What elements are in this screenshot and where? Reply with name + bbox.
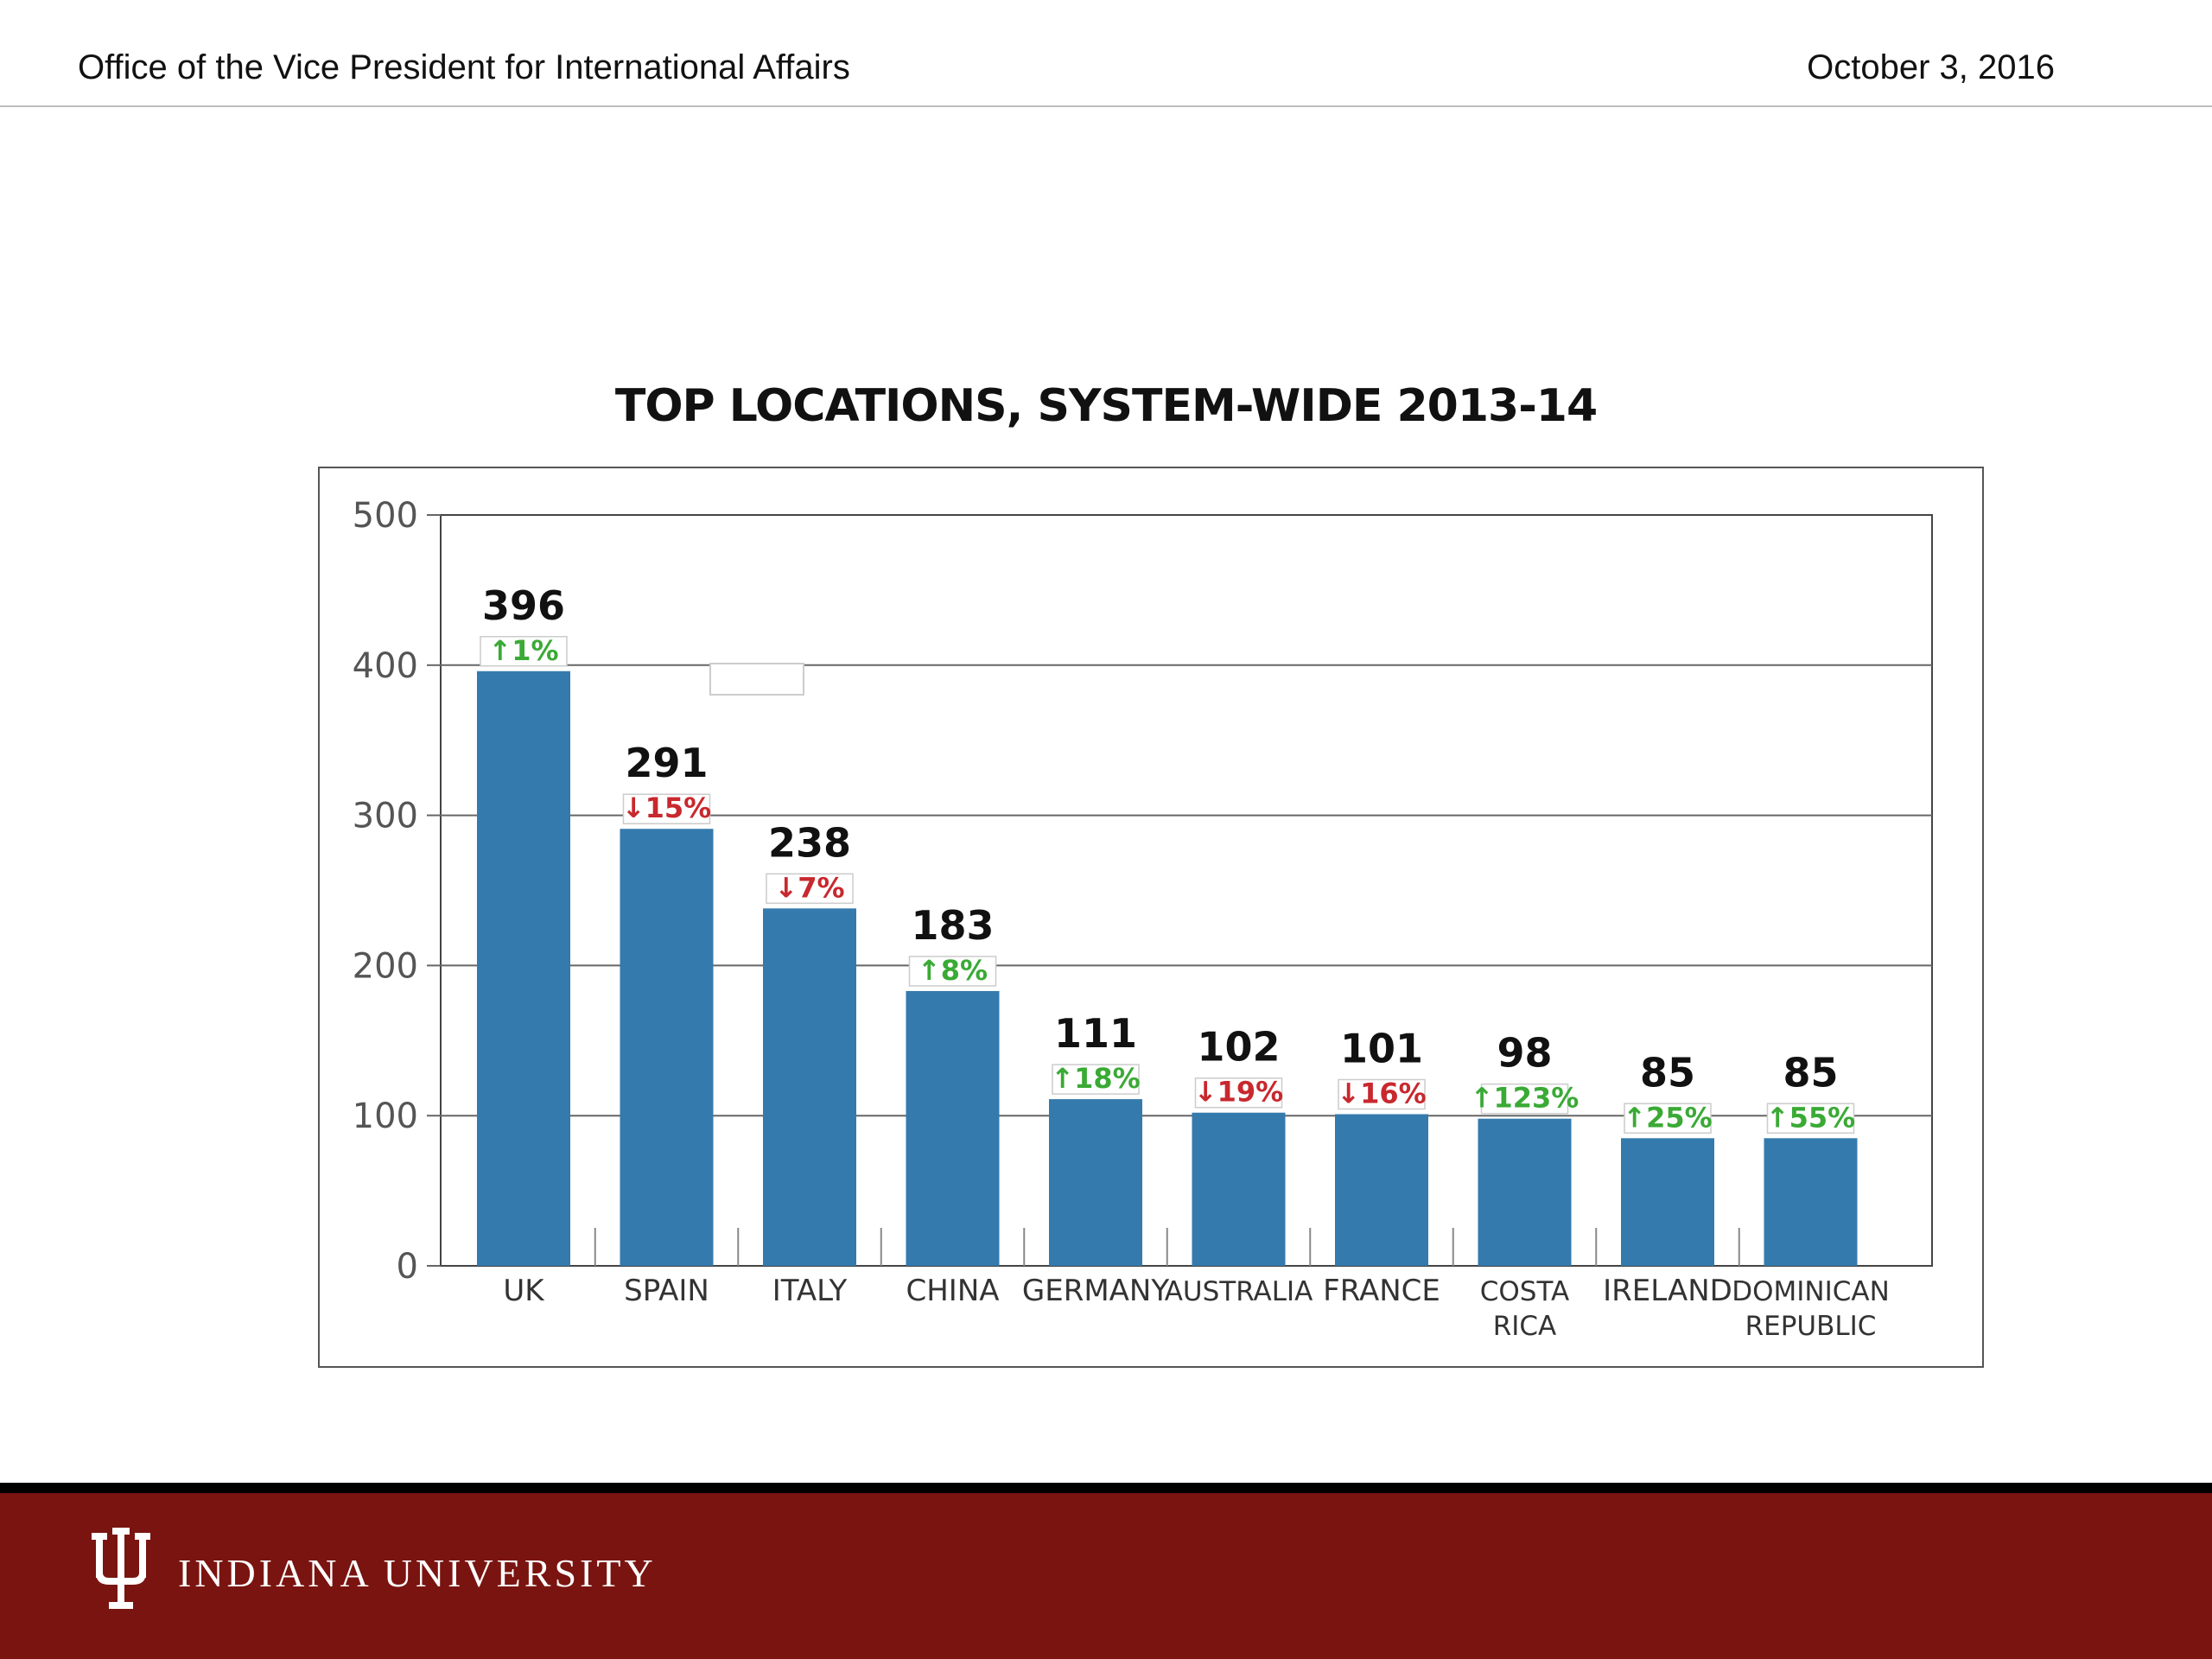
x-tick-label: GERMANY <box>1022 1274 1169 1308</box>
x-tick-label: REPUBLIC <box>1745 1311 1877 1342</box>
change-badge <box>1052 1064 1140 1095</box>
change-badge <box>1766 1103 1855 1135</box>
bar-value-label: 183 <box>911 902 994 949</box>
x-tick-label: SPAIN <box>624 1274 709 1308</box>
empty-label-box <box>709 663 804 696</box>
change-badge <box>766 873 854 905</box>
change-badge <box>1480 1083 1569 1115</box>
change-label: ↓15% <box>622 791 711 824</box>
x-tick-label: IRELAND <box>1603 1274 1732 1308</box>
header-office-title: Office of the Vice President for Interna… <box>78 48 850 86</box>
y-tick-label: 400 <box>353 646 418 686</box>
change-label: ↑123% <box>1471 1082 1580 1115</box>
bar-value-label: 291 <box>625 740 708 786</box>
change-label: ↓7% <box>774 871 844 904</box>
bar-value-label: 85 <box>1640 1049 1695 1096</box>
bar-value-label: 98 <box>1497 1030 1552 1077</box>
change-badge <box>1338 1078 1426 1110</box>
change-label: ↑8% <box>918 954 988 987</box>
bar-value-label: 396 <box>482 582 565 629</box>
bar-value-label: 238 <box>768 819 851 866</box>
x-tick-label: RICA <box>1493 1311 1557 1342</box>
x-tick-label: ITALY <box>772 1274 848 1308</box>
bar <box>1049 1099 1142 1266</box>
change-badge <box>1624 1103 1712 1135</box>
header-divider <box>0 105 2212 107</box>
bar <box>1621 1138 1714 1266</box>
change-badge <box>1194 1077 1283 1109</box>
x-tick-label: DOMINICAN <box>1732 1276 1890 1307</box>
iu-trident-logo-icon <box>92 1528 150 1609</box>
chart-title: TOP LOCATIONS, SYSTEM-WIDE 2013-14 <box>614 380 1598 432</box>
plot-area-border <box>440 514 1933 1267</box>
bar <box>620 829 714 1266</box>
y-tick-label: 200 <box>353 946 418 986</box>
change-badge <box>908 956 997 987</box>
bar-chart: 0 100 200 300 400 500 396 ↑1% UK 291 ↓15% SPAIN 238… <box>318 467 1984 1368</box>
x-tick-label: UK <box>503 1274 545 1308</box>
x-tick-label: COSTA <box>1480 1276 1569 1307</box>
change-label: ↑25% <box>1623 1101 1712 1134</box>
y-tick-label: 300 <box>353 797 418 836</box>
y-tick-label: 0 <box>397 1247 418 1287</box>
bar <box>906 990 1000 1266</box>
bar <box>477 671 570 1266</box>
change-badge <box>622 793 711 824</box>
footer-top-stripe <box>0 1483 2212 1493</box>
bar <box>1335 1114 1428 1266</box>
change-label: ↓16% <box>1337 1077 1426 1109</box>
bar-value-label: 101 <box>1340 1025 1423 1071</box>
y-tick-label: 100 <box>353 1096 418 1136</box>
bar-value-label: 111 <box>1054 1010 1137 1057</box>
bar <box>763 908 856 1266</box>
chart-frame <box>318 467 1984 1368</box>
change-label: ↑1% <box>488 634 558 667</box>
x-tick-label: FRANCE <box>1323 1274 1440 1308</box>
x-tick-label: AUSTRALIA <box>1165 1276 1313 1307</box>
header-date: October 3, 2016 <box>1807 48 2055 86</box>
bar-value-label: 85 <box>1783 1049 1838 1096</box>
x-tick-label: CHINA <box>906 1274 999 1308</box>
y-tick-label: 500 <box>353 496 418 536</box>
university-wordmark: INDIANA UNIVERSITY <box>178 1551 657 1595</box>
bar <box>1192 1112 1286 1266</box>
change-label: ↓19% <box>1194 1076 1283 1109</box>
bar <box>1764 1138 1858 1266</box>
change-label: ↑18% <box>1051 1062 1140 1095</box>
change-label: ↑55% <box>1766 1101 1855 1134</box>
bar <box>1478 1118 1572 1266</box>
change-badge <box>480 636 568 667</box>
footer-bar: INDIANA UNIVERSITY <box>0 1493 2212 1659</box>
bar-value-label: 102 <box>1197 1024 1280 1071</box>
